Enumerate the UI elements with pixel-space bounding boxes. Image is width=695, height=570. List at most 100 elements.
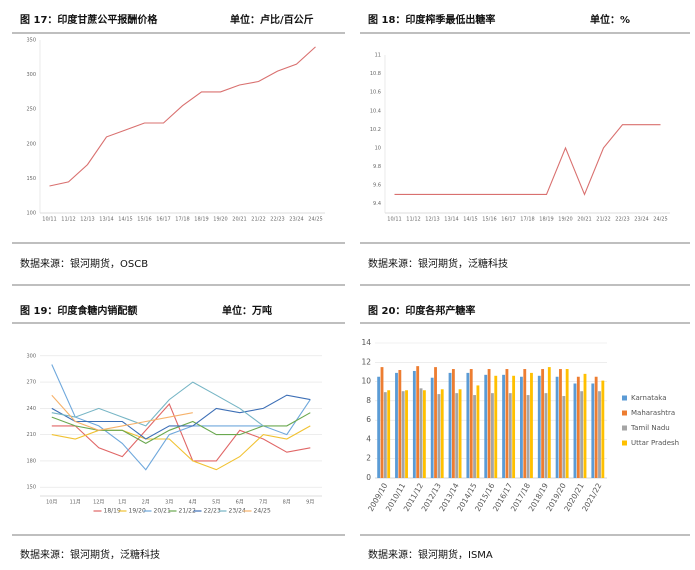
x-tick-label: 10/11 [42, 217, 56, 223]
y-tick-label: 10 [375, 145, 381, 151]
unit-label: 单位：% [590, 13, 630, 26]
x-tick-label: 18/19 [539, 217, 553, 223]
bar [422, 390, 426, 478]
y-tick-label: 270 [26, 380, 36, 386]
source-note: 数据来源：银河期货，ISMA [368, 548, 493, 561]
bar [494, 375, 498, 478]
bar [541, 369, 545, 478]
x-tick-label: 9月 [306, 500, 314, 506]
x-tick-label: 14/15 [118, 217, 132, 223]
x-tick-label: 24/25 [308, 217, 322, 223]
legend-label: Maharashtra [631, 409, 675, 417]
x-tick-label: 16/17 [156, 217, 170, 223]
frame [12, 32, 690, 536]
y-tick-label: 200 [26, 141, 36, 147]
bar [544, 393, 548, 478]
x-tick-label: 2月 [142, 500, 150, 506]
bar [594, 376, 598, 478]
x-tick-label: 23/24 [634, 217, 648, 223]
data-line [394, 124, 661, 196]
bar [395, 372, 398, 478]
y-tick-label: 2 [366, 454, 371, 463]
y-tick-label: 150 [26, 176, 36, 182]
bar [508, 393, 512, 478]
legend-label: 20/21 [154, 508, 171, 515]
bar [559, 369, 562, 478]
data-line [49, 46, 316, 187]
data-line [51, 381, 264, 427]
x-tick-label: 11/12 [406, 217, 420, 223]
y-tick-label: 8 [366, 396, 371, 405]
figure-title: 图 18：印度榨季最低出糖率 [368, 13, 495, 26]
bar [583, 373, 587, 478]
bar [547, 367, 551, 478]
bar [491, 393, 494, 478]
bar [502, 374, 505, 478]
source-note: 数据来源：银河期货，OSCB [20, 257, 148, 270]
x-tick-label: 7月 [259, 500, 267, 506]
legend-label: 18/19 [104, 508, 121, 515]
bar [512, 375, 516, 478]
bar [555, 376, 559, 478]
y-tick-label: 210 [26, 432, 36, 438]
legend-label: Tamil Nadu [630, 424, 670, 432]
x-tick-label: 20/21 [577, 217, 591, 223]
y-tick-label: 4 [366, 434, 371, 443]
y-tick-label: 240 [26, 406, 36, 412]
bar [458, 389, 462, 478]
bar [434, 367, 437, 478]
legend-swatch [622, 440, 627, 446]
unit-label: 单位：万吨 [222, 304, 272, 317]
y-tick-label: 150 [26, 485, 36, 491]
legend-label: 23/24 [229, 508, 246, 515]
y-tick-label: 9.4 [373, 201, 381, 207]
legend-label: 24/25 [254, 508, 271, 515]
bar [416, 366, 420, 478]
bar [419, 388, 423, 478]
y-tick-label: 10.4 [370, 108, 381, 114]
y-tick-label: 250 [26, 107, 36, 113]
bar [580, 391, 584, 478]
x-tick-label: 21/22 [596, 217, 610, 223]
x-tick-label: 11月 [70, 500, 81, 506]
y-tick-label: 6 [366, 415, 371, 424]
bar [505, 369, 509, 478]
y-tick-label: 0 [366, 473, 371, 482]
legend-label: 21/22 [179, 508, 196, 515]
legend-label: 22/23 [204, 508, 221, 515]
x-tick-label: 8月 [283, 500, 291, 506]
bar [398, 370, 402, 478]
x-tick-label: 19/20 [213, 217, 227, 223]
x-tick-label: 4月 [189, 500, 197, 506]
x-tick-label: 19/20 [558, 217, 572, 223]
bar [562, 396, 566, 478]
x-tick-label: 13/14 [99, 217, 113, 223]
x-tick-label: 22/23 [615, 217, 629, 223]
y-tick-label: 14 [361, 338, 371, 347]
data-line [51, 412, 311, 445]
x-tick-label: 3月 [165, 500, 173, 506]
x-tick-label: 15/16 [482, 217, 496, 223]
bar [520, 376, 523, 478]
bar [466, 372, 470, 478]
x-tick-label: 23/24 [289, 217, 303, 223]
bar [530, 372, 533, 478]
bar [526, 395, 530, 478]
legend-swatch [622, 395, 627, 401]
legend-swatch [622, 410, 627, 416]
bar [598, 391, 601, 478]
data-line [51, 425, 311, 471]
legend-label: 19/20 [129, 508, 146, 515]
unit-label: 单位：卢比/百公斤 [230, 13, 314, 26]
bar [484, 374, 488, 478]
bar [430, 377, 434, 478]
x-tick-label: 12/13 [80, 217, 94, 223]
y-tick-label: 300 [26, 353, 36, 359]
x-tick-label: 1月 [118, 500, 126, 506]
x-tick-label: 15/16 [137, 217, 151, 223]
figure-title: 图 17：印度甘蔗公平报酬价格 [20, 13, 158, 26]
bar [451, 369, 455, 478]
x-tick-label: 10月 [46, 500, 57, 506]
bar [573, 383, 577, 478]
data-line [51, 394, 311, 440]
